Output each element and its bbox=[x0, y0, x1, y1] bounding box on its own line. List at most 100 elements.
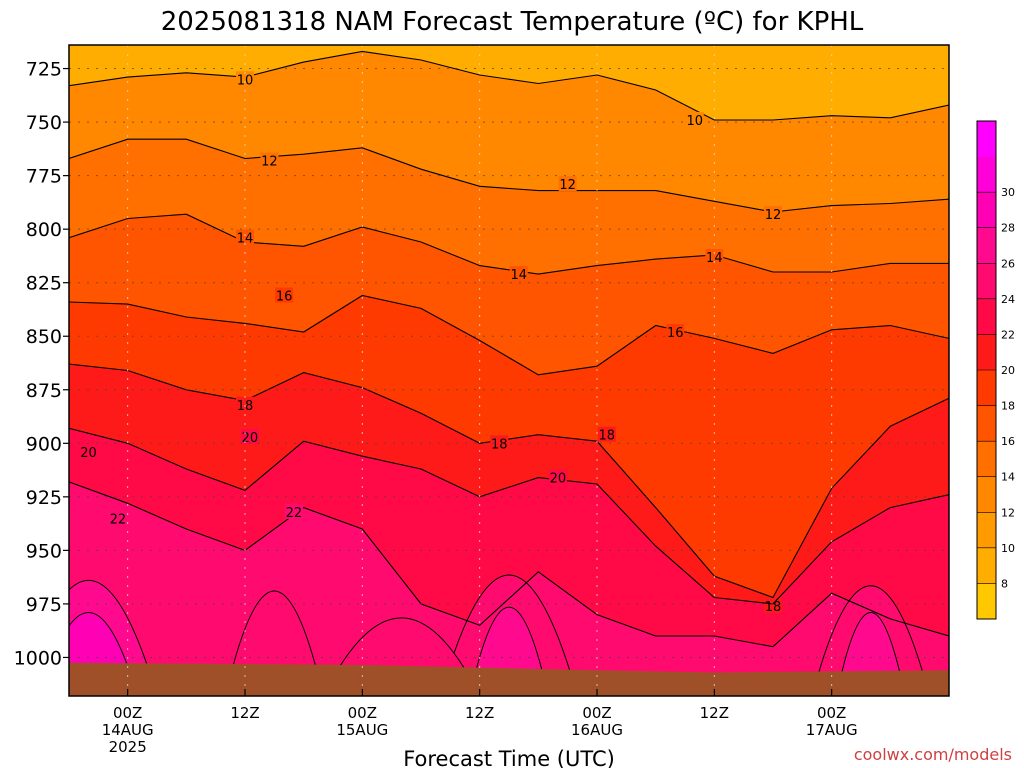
colorbar-label: 28 bbox=[1001, 222, 1015, 235]
x-tick-label: 2025 bbox=[109, 738, 147, 756]
colorbar-swatch bbox=[977, 192, 996, 229]
contour-label-10: 10 bbox=[237, 73, 254, 88]
contour-label-bg-12 bbox=[260, 152, 279, 168]
contour-line-20 bbox=[69, 427, 949, 605]
x-tick-label: 17AUG bbox=[806, 721, 858, 739]
contour-label-bg-14 bbox=[509, 266, 528, 282]
colorbar-swatch bbox=[977, 547, 996, 584]
contour-label-bg-10 bbox=[236, 71, 254, 87]
contour-label-14: 14 bbox=[706, 251, 723, 266]
contour-label-bg-22 bbox=[284, 503, 303, 519]
y-tick-label: 900 bbox=[26, 433, 62, 455]
x-tick-label: 16AUG bbox=[571, 721, 623, 739]
colorbar-swatch bbox=[977, 370, 996, 407]
y-tick-label: 850 bbox=[26, 326, 62, 348]
y-tick-label: 775 bbox=[26, 166, 62, 188]
y-tick-label: 800 bbox=[26, 219, 62, 241]
contour-line-12 bbox=[69, 138, 949, 213]
contour-label-bg-14 bbox=[236, 229, 254, 245]
contour-line-18 bbox=[69, 363, 949, 599]
colorbar-label: 20 bbox=[1001, 364, 1015, 377]
contour-label-12: 12 bbox=[765, 208, 782, 223]
ground-layer bbox=[69, 662, 949, 696]
x-tick-label: 12Z bbox=[465, 704, 494, 722]
y-tick-label: 925 bbox=[26, 487, 62, 509]
x-tick-label: 12Z bbox=[230, 704, 259, 722]
contour-label-bg-18 bbox=[490, 435, 509, 451]
contour-label-18: 18 bbox=[765, 600, 782, 615]
colorbar-label: 14 bbox=[1001, 471, 1015, 484]
contour-label-18: 18 bbox=[491, 437, 508, 452]
colorbar-label: 8 bbox=[1001, 577, 1008, 590]
contour-label-12: 12 bbox=[559, 178, 576, 193]
y-tick-label: 1000 bbox=[14, 647, 62, 669]
contour-label-12: 12 bbox=[261, 155, 278, 170]
colorbar-swatch bbox=[977, 227, 996, 264]
contour-label-bg-14 bbox=[705, 249, 724, 265]
contour-label-bg-22 bbox=[108, 510, 127, 526]
contour-line-16 bbox=[69, 294, 949, 376]
colorbar-label: 16 bbox=[1001, 435, 1015, 448]
contour-label-20: 20 bbox=[242, 431, 259, 446]
colorbar-swatch bbox=[977, 583, 996, 620]
colorbar-label: 18 bbox=[1001, 400, 1015, 413]
colorbar-swatch bbox=[977, 476, 996, 513]
chart-title: 2025081318 NAM Forecast Temperature (ºC)… bbox=[161, 7, 864, 37]
contour-label-bg-10 bbox=[685, 111, 704, 127]
colorbar-swatch bbox=[977, 298, 996, 335]
x-tick-label: 00Z bbox=[582, 704, 611, 722]
y-axis: 725 750 775 800 825 850 875 900 925 950 975 1000 bbox=[14, 59, 69, 669]
contour-label-16: 16 bbox=[276, 290, 293, 305]
contour-label-20: 20 bbox=[550, 472, 567, 487]
colorbar-swatch bbox=[977, 441, 996, 478]
x-tick-label: 12Z bbox=[700, 704, 729, 722]
contour-label-20: 20 bbox=[80, 446, 97, 461]
x-tick-label: 00Z bbox=[348, 704, 377, 722]
y-tick-label: 950 bbox=[26, 540, 62, 562]
colorbar-swatch bbox=[977, 405, 996, 442]
contour-line-22 bbox=[69, 481, 949, 648]
colorbar-swatch bbox=[977, 156, 996, 193]
contour-label-22: 22 bbox=[286, 506, 303, 521]
contour-label-16: 16 bbox=[667, 326, 684, 341]
x-tick-label: 15AUG bbox=[336, 721, 388, 739]
ground-surface bbox=[69, 662, 949, 696]
colorbar-label: 24 bbox=[1001, 293, 1015, 306]
contour-line-10 bbox=[69, 50, 949, 121]
contour-label-bg-18 bbox=[764, 598, 782, 614]
y-tick-label: 875 bbox=[26, 380, 62, 402]
x-axis-label: Forecast Time (UTC) bbox=[403, 747, 615, 768]
colorbar-legend: 8 10 12 14 16 18 20 22 24 26 28 30 bbox=[976, 120, 1015, 620]
colorbar-swatch bbox=[977, 263, 996, 300]
contour-label-bg-16 bbox=[666, 323, 685, 339]
contour-label-bg-20 bbox=[548, 469, 567, 485]
x-tick-label: 14AUG bbox=[102, 721, 154, 739]
y-tick-label: 975 bbox=[26, 594, 62, 616]
temperature-fill-layer bbox=[69, 45, 949, 696]
colorbar-label: 12 bbox=[1001, 506, 1015, 519]
contour-label-14: 14 bbox=[237, 232, 254, 247]
source-credit[interactable]: coolwx.com/models bbox=[854, 745, 1012, 764]
colorbar-swatch bbox=[977, 121, 996, 158]
contour-line-14 bbox=[69, 213, 949, 275]
x-tick-label: 00Z bbox=[817, 704, 846, 722]
contour-label-bg-12 bbox=[558, 176, 577, 192]
contour-label-bg-16 bbox=[275, 287, 294, 303]
colorbar-label: 22 bbox=[1001, 328, 1015, 341]
plot-frame bbox=[68, 44, 950, 697]
colorbar-label: 26 bbox=[1001, 257, 1015, 270]
colorbar-swatch bbox=[977, 334, 996, 371]
contour-label-18: 18 bbox=[599, 429, 616, 444]
contour-label-bg-12 bbox=[764, 206, 782, 222]
colorbar-label: 10 bbox=[1001, 542, 1015, 555]
contour-label-10: 10 bbox=[687, 114, 704, 129]
grid-layer bbox=[69, 45, 949, 696]
colorbar-label: 30 bbox=[1001, 186, 1015, 199]
contour-label-14: 14 bbox=[511, 268, 528, 283]
y-tick-label: 825 bbox=[26, 273, 62, 295]
contour-label-bg-18 bbox=[236, 396, 254, 412]
contour-label-22: 22 bbox=[110, 512, 127, 527]
